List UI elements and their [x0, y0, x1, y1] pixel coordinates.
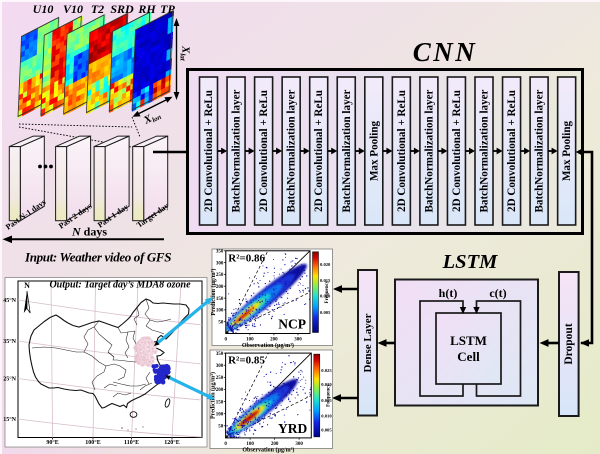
svg-text:U10: U10: [33, 2, 54, 16]
svg-text:N days: N days: [71, 225, 107, 239]
svg-text:100: 100: [216, 309, 224, 314]
svg-text:50: 50: [218, 425, 224, 430]
svg-text:N: N: [24, 281, 30, 290]
svg-text:300: 300: [216, 364, 224, 369]
svg-text:0.005: 0.005: [321, 427, 332, 432]
svg-text:15°N: 15°N: [3, 416, 16, 423]
svg-text:0.020: 0.020: [321, 382, 332, 387]
svg-text:SRD: SRD: [110, 2, 134, 16]
svg-text:25°N: 25°N: [3, 376, 16, 383]
svg-text:Dropout: Dropout: [563, 323, 575, 364]
svg-text:0: 0: [224, 442, 227, 447]
svg-text:BatchNormalization layer: BatchNormalization layer: [534, 89, 546, 212]
svg-text:0.025: 0.025: [321, 368, 332, 373]
svg-text:Frequency: Frequency: [326, 384, 331, 407]
svg-text:0.010: 0.010: [321, 413, 332, 418]
svg-text:Output: Target day’s MDA8 ozon: Output: Target day’s MDA8 ozone: [49, 280, 191, 291]
svg-text:BatchNormalization layer: BatchNormalization layer: [231, 89, 243, 212]
svg-text:100°E: 100°E: [85, 439, 100, 446]
svg-text:BatchNormalization layer: BatchNormalization layer: [423, 89, 435, 212]
svg-text:T2: T2: [91, 2, 104, 16]
svg-text:110°E: 110°E: [124, 439, 139, 446]
svg-text:LSTM: LSTM: [442, 251, 498, 273]
svg-text:200: 200: [271, 442, 279, 447]
svg-text:Frequency: Frequency: [325, 280, 330, 303]
svg-text:Max Pooling: Max Pooling: [561, 121, 573, 182]
svg-text:0.015: 0.015: [321, 398, 332, 403]
svg-text:350: 350: [216, 250, 224, 255]
svg-text:Observation (µg/m³): Observation (µg/m³): [242, 342, 294, 349]
svg-text:CNN: CNN: [413, 37, 478, 67]
svg-text:BatchNormalization layer: BatchNormalization layer: [341, 89, 353, 212]
svg-text:35°N: 35°N: [3, 338, 16, 345]
svg-text:Dense Layer: Dense Layer: [362, 313, 374, 372]
svg-text:LSTM: LSTM: [450, 333, 487, 348]
svg-text:200: 200: [216, 388, 224, 393]
svg-text:2D Convolutional + ReLu: 2D Convolutional + ReLu: [203, 90, 215, 212]
svg-text:TP: TP: [160, 2, 175, 16]
svg-text:120°E: 120°E: [164, 439, 179, 446]
svg-text:YRD: YRD: [278, 421, 307, 436]
svg-text:BatchNormalization layer: BatchNormalization layer: [479, 89, 491, 212]
svg-text:2D Convolutional + ReLu: 2D Convolutional + ReLu: [396, 90, 408, 212]
svg-text:V10: V10: [63, 2, 83, 16]
svg-text:200: 200: [270, 338, 278, 343]
svg-text:Cell: Cell: [457, 349, 480, 364]
svg-text:90°E: 90°E: [46, 439, 58, 446]
svg-text:0.015: 0.015: [320, 278, 331, 283]
svg-text:R²=0.85: R²=0.85: [228, 355, 265, 367]
svg-text:300: 300: [295, 442, 303, 447]
svg-text:Observation (µg/m³): Observation (µg/m³): [242, 446, 294, 453]
svg-text:2D Convolutional + ReLu: 2D Convolutional + ReLu: [313, 90, 325, 212]
svg-text:R²=0.86: R²=0.86: [228, 252, 265, 264]
svg-text:BatchNormalization layer: BatchNormalization layer: [286, 89, 298, 212]
svg-text:0: 0: [225, 338, 228, 343]
svg-text:NCP: NCP: [278, 317, 306, 332]
svg-text:RH: RH: [137, 2, 156, 16]
svg-text:300: 300: [216, 261, 224, 266]
svg-text:2D Convolutional + ReLu: 2D Convolutional + ReLu: [506, 90, 518, 212]
svg-text:2D Convolutional + ReLu: 2D Convolutional + ReLu: [451, 90, 463, 212]
svg-text:45°N: 45°N: [3, 297, 16, 304]
svg-text:c(t): c(t): [489, 286, 506, 300]
svg-text:150: 150: [216, 400, 224, 405]
svg-text:100: 100: [216, 413, 224, 418]
svg-text:300: 300: [294, 338, 302, 343]
svg-text:200: 200: [216, 285, 224, 290]
svg-text:250: 250: [216, 273, 224, 278]
svg-text:0.005: 0.005: [320, 310, 331, 315]
svg-text:Input: Weather video of GFS: Input: Weather video of GFS: [24, 250, 171, 265]
svg-text:Prediction (µg/m³): Prediction (µg/m³): [210, 269, 217, 316]
svg-text:Max Pooling: Max Pooling: [368, 121, 380, 182]
svg-text:250: 250: [216, 376, 224, 381]
svg-text:50: 50: [218, 321, 224, 326]
svg-text:100: 100: [246, 338, 254, 343]
svg-text:h(t): h(t): [439, 286, 458, 300]
svg-text:150: 150: [216, 297, 224, 302]
svg-text:100: 100: [246, 442, 254, 447]
svg-text:2D Convolutional + ReLu: 2D Convolutional + ReLu: [258, 90, 270, 212]
svg-text:Prediction (µg/m³): Prediction (µg/m³): [210, 372, 217, 419]
svg-text:350: 350: [216, 352, 224, 357]
svg-text:0.020: 0.020: [320, 262, 331, 267]
svg-text:0.010: 0.010: [320, 294, 331, 299]
